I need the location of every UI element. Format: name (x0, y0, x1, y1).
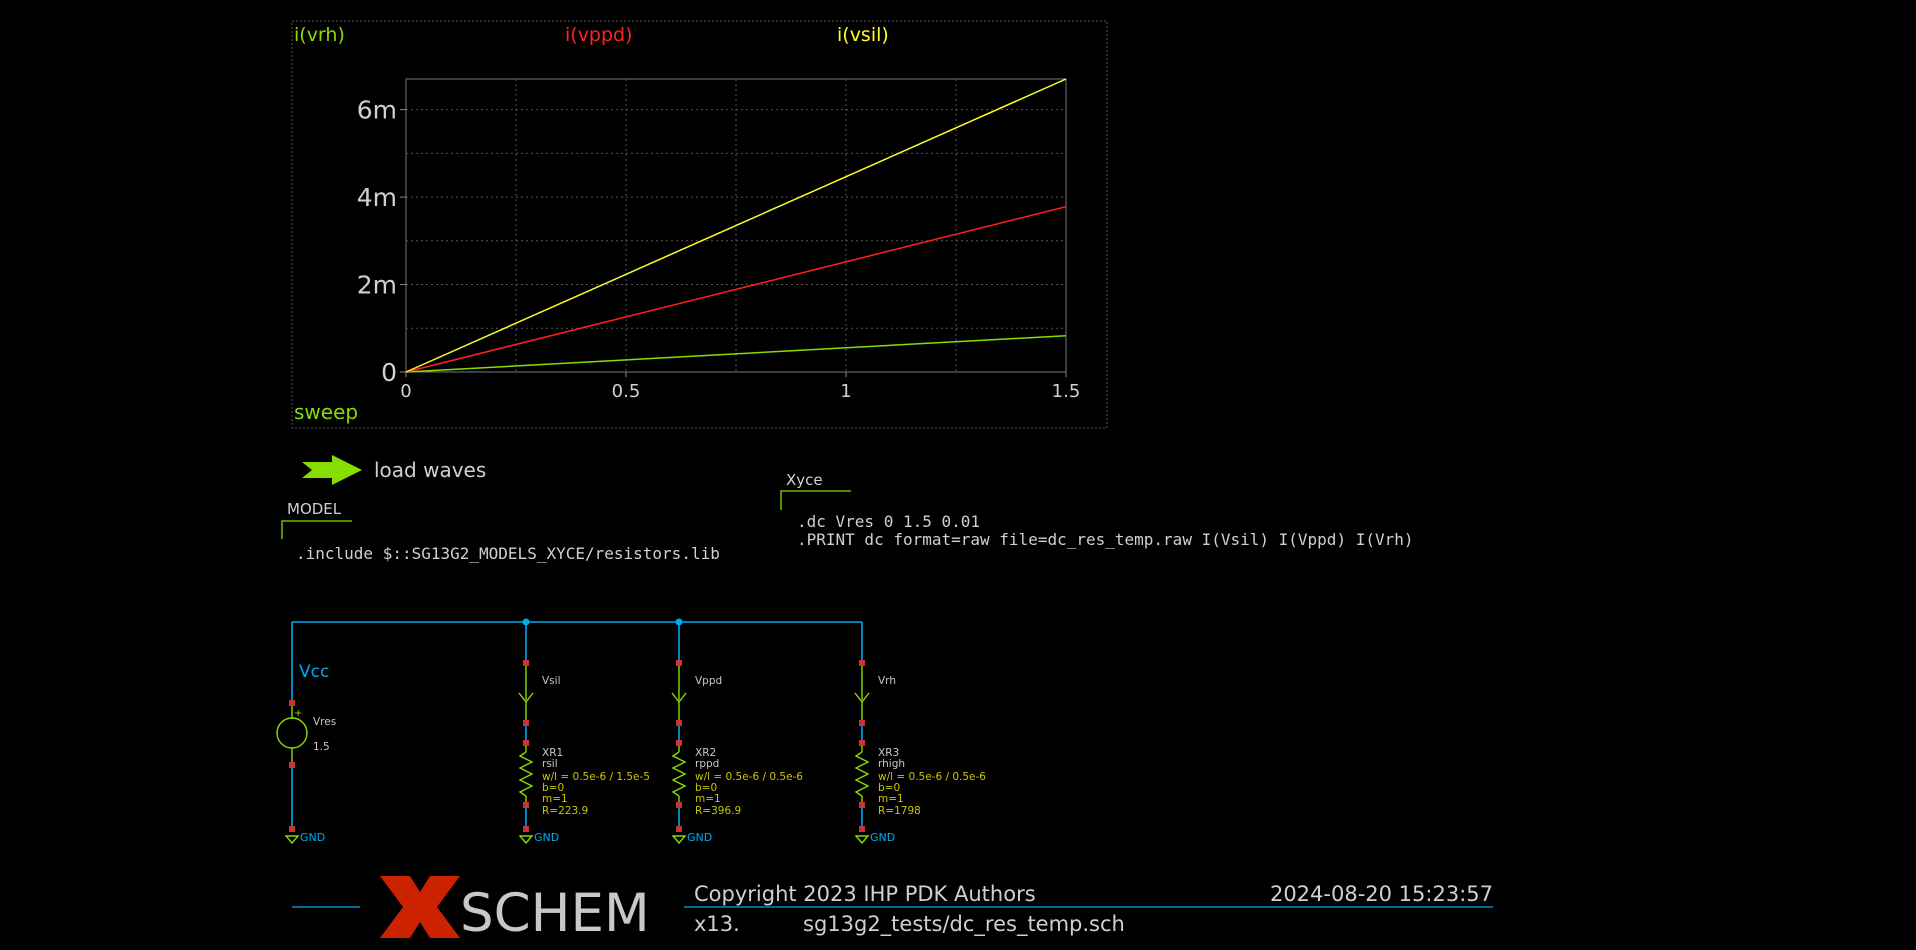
voltage-source-icon (276, 717, 308, 749)
xschem-logo: SCHEM (380, 876, 650, 944)
resistor-wl: w/l = 0.5e-6 / 0.5e-6 (695, 771, 803, 783)
sweep-label: sweep (294, 400, 358, 424)
resistor-model: rppd (695, 758, 719, 770)
resistor-wl: w/l = 0.5e-6 / 0.5e-6 (878, 771, 986, 783)
gnd-label: GND (300, 831, 325, 844)
source-name: Vres (313, 716, 336, 728)
model-title: MODEL (287, 500, 342, 518)
x-tick-label: 1.5 (1052, 381, 1081, 402)
plus-sign: + (294, 708, 302, 719)
y-tick-label: 4m (357, 183, 397, 212)
trace-i-vsil (405, 78, 1067, 373)
trace-i-vrh (405, 334, 1067, 373)
graph-frame (291, 20, 1108, 429)
resistor-ref: XR2 (695, 747, 716, 759)
ammeter-name: Vrh (878, 675, 896, 687)
resistor-icon (671, 751, 687, 797)
x-tick-label: 0.5 (612, 381, 641, 402)
resistor-m: m=1 (878, 793, 904, 805)
plot-traces (405, 78, 1067, 373)
x-axis-ticks: 0 0.5 1 1.5 (400, 372, 1080, 402)
title-block: SCHEM Copyright 2023 IHP PDK Authors 202… (292, 876, 1493, 944)
resistor-value: R=223.9 (542, 805, 588, 817)
ground-icon (284, 835, 300, 845)
gnd-label: GND (870, 831, 895, 844)
y-axis-ticks: 0 2m 4m 6m (357, 96, 406, 387)
gnd-label: GND (687, 831, 712, 844)
load-waves-button[interactable]: load waves (302, 455, 486, 485)
resistor-model: rsil (542, 758, 558, 770)
resistor-value: R=396.9 (695, 805, 741, 817)
model-code-block[interactable]: MODEL .include $::SG13G2_MODELS_XYCE/res… (281, 500, 720, 563)
ground-icon (671, 835, 687, 845)
source-value: 1.5 (313, 741, 330, 753)
resistor-model: rhigh (878, 758, 905, 770)
legend-vppd[interactable]: i(vppd) (565, 24, 633, 46)
resistor-m: m=1 (695, 793, 721, 805)
y-tick-label: 6m (357, 96, 397, 125)
xyce-dc-line: .dc Vres 0 1.5 0.01 (797, 512, 980, 531)
resistor-value: R=1798 (878, 805, 921, 817)
ground-icon (518, 835, 534, 845)
resistor-b: b=0 (542, 782, 564, 794)
logo-x-icon (380, 876, 460, 938)
resistor-ref: XR1 (542, 747, 563, 759)
copyright-text: Copyright 2023 IHP PDK Authors (694, 882, 1036, 906)
ground-icon (854, 835, 870, 845)
trace-i-vppd (405, 205, 1067, 373)
resistor-b: b=0 (878, 782, 900, 794)
resistor-b: b=0 (695, 782, 717, 794)
resistor-icon (518, 751, 534, 797)
gnd-symbol[interactable]: GND (284, 826, 325, 845)
xyce-print-line: .PRINT dc format=raw file=dc_res_temp.ra… (797, 530, 1414, 549)
gnd-label: GND (534, 831, 559, 844)
ammeter-name: Vppd (695, 675, 722, 687)
y-tick-label: 2m (357, 271, 397, 300)
x-tick-label: 0 (400, 381, 411, 402)
filename-text: sg13g2_tests/dc_res_temp.sch (803, 912, 1125, 937)
resistor-ref: XR3 (878, 747, 899, 759)
version-text: x13. (694, 912, 740, 936)
resistor-icon (854, 751, 870, 797)
xyce-title: Xyce (786, 471, 823, 489)
xyce-code-block[interactable]: Xyce .dc Vres 0 1.5 0.01 .PRINT dc forma… (780, 471, 1414, 549)
logo-text: SCHEM (460, 883, 650, 944)
x-tick-label: 1 (840, 381, 851, 402)
voltage-source-vres[interactable]: + Vres 1.5 (276, 700, 336, 828)
model-include-line: .include $::SG13G2_MODELS_XYCE/resistors… (296, 544, 720, 563)
legend-vrh[interactable]: i(vrh) (294, 24, 345, 46)
y-tick-label: 0 (381, 358, 397, 387)
vcc-net-label: Vcc (299, 662, 329, 682)
resistor-wl: w/l = 0.5e-6 / 1.5e-5 (542, 771, 650, 783)
load-waves-label: load waves (374, 458, 486, 482)
timestamp-text: 2024-08-20 15:23:57 (1270, 882, 1493, 906)
legend-vsil[interactable]: i(vsil) (837, 24, 889, 46)
resistor-m: m=1 (542, 793, 568, 805)
ammeter-name: Vsil (542, 675, 561, 687)
arrow-right-icon (302, 455, 362, 485)
waveform-graph[interactable]: i(vrh) i(vppd) i(vsil) sweep 0 0.5 1 1.5 0 2… (291, 20, 1108, 429)
